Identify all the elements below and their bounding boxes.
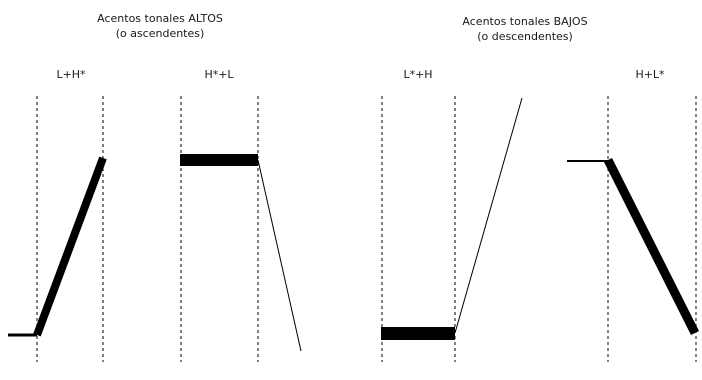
contour-h-star-plus-l-high-level bbox=[180, 154, 258, 166]
accent-label-h-plus-l-star: H+L* bbox=[635, 68, 665, 81]
group-title-low-line1: Acentos tonales BAJOS bbox=[462, 15, 588, 28]
accent-label-h-star-plus-l: H*+L bbox=[204, 68, 234, 81]
contour-h-star-plus-l bbox=[180, 154, 302, 352]
group-title-high-line1: Acentos tonales ALTOS bbox=[97, 12, 223, 25]
contour-l-plus-h-star bbox=[8, 156, 107, 337]
contour-h-plus-l-star-fall bbox=[603, 157, 700, 336]
contour-l-star-plus-h bbox=[381, 97, 523, 340]
accent-label-l-star-plus-h: L*+H bbox=[403, 68, 433, 81]
group-title-low-line2: (o descendentes) bbox=[477, 30, 573, 43]
contour-h-star-plus-l-fall bbox=[257, 159, 302, 352]
group-title-high: Acentos tonales ALTOS (o ascendentes) bbox=[40, 11, 280, 41]
contour-l-plus-h-star-rise bbox=[33, 156, 107, 337]
group-title-low: Acentos tonales BAJOS (o descendentes) bbox=[405, 14, 645, 44]
group-title-high-line2: (o ascendentes) bbox=[115, 27, 205, 40]
contour-l-star-plus-h-rise bbox=[454, 97, 523, 334]
guide-lines bbox=[36, 96, 697, 362]
contour-l-star-plus-h-low-level bbox=[381, 327, 455, 340]
accent-label-l-plus-h-star: L+H* bbox=[56, 68, 86, 81]
contour-h-plus-l-star bbox=[567, 157, 700, 336]
